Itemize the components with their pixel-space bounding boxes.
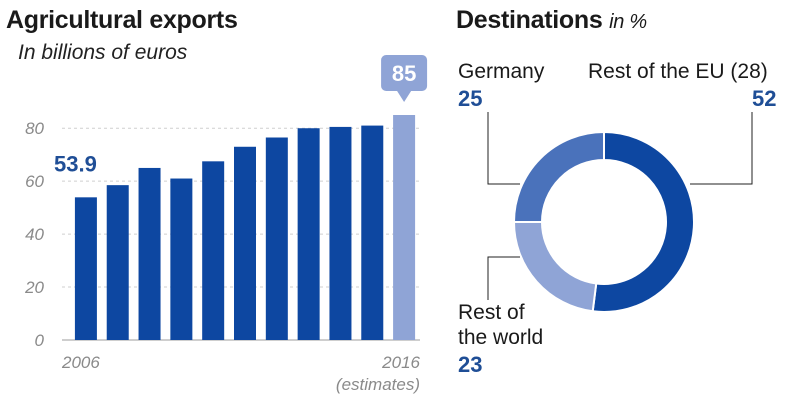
bar-chart: 0 20 40 60 80 53.9 85 2006 2016 (estimates) — [24, 55, 428, 394]
x-tick-sublabel: (estimates) — [336, 375, 420, 394]
bar — [74, 197, 97, 340]
bar — [170, 178, 193, 340]
bar-chart-title: Agricultural exports — [6, 6, 238, 34]
bar — [329, 126, 352, 340]
donut-slice — [591, 130, 695, 313]
leader-line — [690, 112, 753, 185]
bar — [297, 128, 320, 340]
y-tick-label: 20 — [24, 278, 44, 297]
bar — [361, 125, 384, 341]
x-tick-label: 2006 — [61, 353, 100, 372]
donut-slice — [512, 130, 605, 223]
donut-title-unit: in % — [609, 11, 647, 33]
data-label: 85 — [392, 61, 416, 86]
y-tick-label: 60 — [25, 172, 44, 191]
donut-chart-title: Destinations in % — [456, 6, 647, 35]
estimate-callout: 85 — [381, 55, 428, 102]
bar — [234, 146, 256, 340]
leader-line — [487, 256, 520, 300]
y-tick-label: 80 — [25, 119, 44, 138]
bar — [138, 167, 161, 340]
data-label: 53.9 — [54, 151, 97, 176]
bar — [265, 137, 288, 340]
bar — [106, 185, 129, 340]
bar-estimate — [393, 115, 416, 340]
bar — [202, 161, 225, 340]
pie-label-world-line2: the world — [458, 326, 544, 349]
donut-title-text: Destinations — [456, 6, 603, 34]
y-tick-label: 0 — [35, 331, 45, 350]
pie-label-germany: Germany — [458, 60, 545, 83]
pie-value-eu: 52 — [752, 86, 777, 111]
y-tick-label: 40 — [25, 225, 44, 244]
pie-label-eu: Rest of the EU (28) — [588, 60, 768, 83]
pie-label-world-line1: Rest of — [458, 301, 525, 324]
pie-value-germany: 25 — [458, 86, 483, 111]
donut-slice — [512, 221, 598, 313]
bar-chart-subtitle: In billions of euros — [18, 41, 188, 64]
x-tick-label: 2016 — [381, 353, 420, 372]
leader-line — [487, 112, 520, 185]
pie-value-world: 23 — [458, 352, 483, 377]
